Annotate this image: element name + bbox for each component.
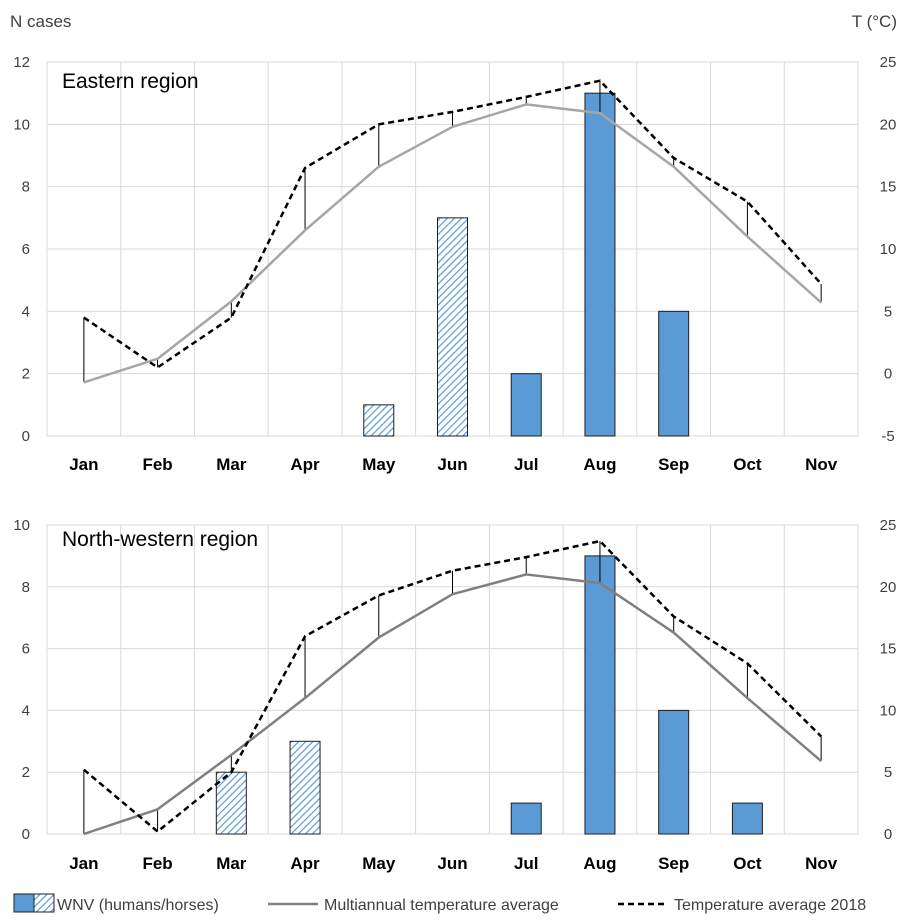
bar-wnv-cases — [437, 217, 468, 437]
left-axis-tick: 6 — [22, 241, 30, 258]
right-axis-tick: 25 — [880, 54, 897, 71]
right-axis-tick: 15 — [880, 641, 897, 658]
right-axis-tick: 20 — [880, 579, 897, 596]
bar-wnv-cases — [658, 310, 690, 437]
right-axis-tick: 25 — [880, 517, 897, 534]
left-axis-tick: 2 — [22, 366, 30, 383]
legend-label-multiannual: Multiannual temperature average — [324, 897, 559, 914]
line-temperature-2018 — [83, 79, 823, 369]
month-label: Jul — [514, 455, 539, 474]
panel-eastern-region: 0 2 4 6 8 10 12 -5 0 5 10 15 20 25 Jan Feb Mar Apr May Jun J… — [13, 54, 896, 474]
panel-title: North-western region — [62, 528, 258, 551]
left-axis-tick: 8 — [22, 579, 30, 596]
right-axis-tick: 20 — [880, 116, 897, 133]
panel-title: Eastern region — [62, 70, 199, 93]
month-label: Sep — [658, 854, 689, 873]
legend-swatch-solid — [13, 893, 35, 913]
month-label: Sep — [658, 455, 689, 474]
right-axis-tick: 10 — [880, 241, 897, 258]
right-axis-tick: 0 — [884, 366, 892, 383]
month-label: May — [362, 455, 396, 474]
bar-wnv-cases — [510, 373, 542, 437]
bar-wnv-cases — [658, 709, 690, 835]
month-label: Oct — [733, 455, 762, 474]
month-label: Mar — [216, 854, 247, 873]
left-axis-tick: 12 — [13, 54, 30, 71]
left-axis-tick: 0 — [22, 428, 30, 445]
left-axis-tick: 4 — [22, 702, 30, 719]
left-axis-tick: 8 — [22, 179, 30, 196]
right-axis-tick: 10 — [880, 702, 897, 719]
legend-label-2018: Temperature average 2018 — [674, 897, 866, 914]
month-label: Feb — [142, 854, 172, 873]
month-label: Jun — [437, 455, 467, 474]
bar-wnv-cases — [510, 802, 542, 835]
month-label: Jan — [69, 455, 98, 474]
bar-wnv-cases — [584, 92, 616, 437]
month-label: Apr — [290, 455, 320, 474]
left-axis-unit: N cases — [10, 12, 71, 31]
month-label: May — [362, 854, 396, 873]
left-axis-tick: 6 — [22, 641, 30, 658]
bar-wnv-cases — [215, 771, 247, 835]
left-axis-tick: 10 — [13, 116, 30, 133]
left-axis-tick: 0 — [22, 826, 30, 843]
month-label: Aug — [583, 455, 616, 474]
left-axis-tick: 2 — [22, 764, 30, 781]
month-label: Apr — [290, 854, 320, 873]
right-axis-tick: 15 — [880, 179, 897, 196]
right-axis-tick: 0 — [884, 826, 892, 843]
month-label: Nov — [805, 854, 838, 873]
month-label: Oct — [733, 854, 762, 873]
month-label: Jun — [437, 854, 467, 873]
month-label: Jan — [69, 854, 98, 873]
bar-wnv-cases — [363, 404, 395, 437]
line-multiannual-temperature — [83, 103, 822, 384]
legend-swatch-hatched — [33, 893, 55, 913]
right-axis-tick: -5 — [881, 428, 894, 445]
right-axis-tick: 5 — [884, 303, 892, 320]
legend-label-wnv: WNV (humans/horses) — [57, 897, 219, 914]
bar-wnv-cases — [289, 740, 321, 835]
right-axis-unit: T (°C) — [852, 12, 897, 31]
panel-north-western-region: 0 2 4 6 8 10 0 5 10 15 20 25 Jan Feb Mar Apr May Jun Jul Au… — [13, 517, 896, 873]
right-axis-tick: 5 — [884, 764, 892, 781]
plot-area-border — [46, 524, 859, 835]
month-label: Nov — [805, 455, 838, 474]
legend: WNV (humans/horses) Multiannual temperat… — [13, 893, 866, 914]
bar-wnv-cases — [584, 555, 616, 835]
month-label: Jul — [514, 854, 539, 873]
line-temperature-2018 — [83, 539, 823, 833]
month-label: Aug — [583, 854, 616, 873]
left-axis-tick: 10 — [13, 517, 30, 534]
bar-wnv-cases — [731, 802, 763, 835]
line-multiannual-temperature — [83, 573, 822, 836]
left-axis-tick: 4 — [22, 303, 30, 320]
month-label: Mar — [216, 455, 247, 474]
month-label: Feb — [142, 455, 172, 474]
